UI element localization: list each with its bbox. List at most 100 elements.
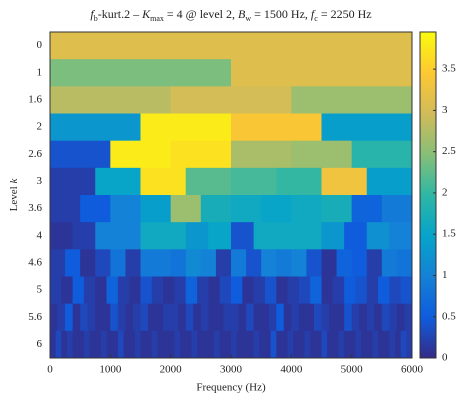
heat-cell (168, 330, 175, 359)
heat-cell (123, 330, 130, 359)
heat-cell (83, 276, 96, 305)
y-tick-label: 2.6 (28, 148, 42, 160)
heat-cell (231, 140, 292, 169)
heat-cell (170, 140, 232, 169)
heat-cell (95, 167, 141, 196)
heat-cell (197, 330, 204, 359)
heat-cell (208, 330, 215, 359)
heat-cell (208, 276, 221, 305)
heat-cell (55, 330, 62, 359)
heat-cell (83, 330, 90, 359)
heat-cell (344, 303, 353, 332)
heat-cell (106, 330, 113, 359)
heat-cell (148, 303, 156, 332)
text-part: K (141, 7, 151, 21)
heat-cell (140, 113, 232, 142)
heat-cell (406, 330, 413, 359)
colorbar-tick-label: 2.5 (442, 145, 456, 157)
x-tick-label: 2000 (160, 364, 183, 376)
heat-cell (100, 330, 107, 359)
heat-cell (231, 276, 243, 305)
heat-cell (231, 303, 239, 332)
heat-cell (178, 303, 187, 332)
heat-cell (170, 249, 187, 277)
heat-cell (404, 303, 413, 332)
heat-cell (80, 303, 89, 332)
heat-cell (50, 303, 58, 332)
x-axis-label: Frequency (Hz) (196, 382, 266, 394)
colorbar (419, 31, 437, 359)
heat-cell (310, 330, 317, 359)
heat-cell (231, 222, 255, 250)
heat-cell (253, 222, 277, 250)
heat-cell (336, 249, 353, 277)
heat-cell (231, 113, 322, 142)
heat-cell (112, 330, 119, 359)
heat-cell (372, 330, 379, 359)
heat-cell (117, 276, 130, 305)
heat-cell (214, 330, 221, 359)
heat-cell (336, 303, 345, 332)
heat-cell (89, 330, 96, 359)
heat-cell (50, 276, 62, 305)
heat-cell (332, 276, 345, 305)
heat-cell (50, 59, 232, 87)
colorbar-tick-label: 1 (442, 269, 448, 281)
heat-cell (238, 303, 247, 332)
heat-cell (50, 249, 66, 277)
heat-cell (351, 249, 368, 277)
heat-cell (219, 276, 232, 305)
heat-cell (366, 330, 373, 359)
heat-cell (155, 303, 164, 332)
text-part: max (150, 14, 164, 23)
heat-cell (236, 330, 243, 359)
heat-cell (110, 195, 141, 223)
colorbar-tick-label: 0 (442, 352, 448, 364)
heat-cell (395, 330, 402, 359)
heat-cell (125, 249, 141, 277)
heat-cell (185, 167, 232, 196)
text-part: f (90, 7, 95, 21)
heat-cell (293, 330, 300, 359)
heat-cell (185, 330, 192, 359)
x-tick-label: 6000 (401, 364, 424, 376)
heat-cell (366, 276, 379, 305)
heat-cell (374, 303, 383, 332)
heat-cell (151, 276, 164, 305)
heat-cell (291, 195, 322, 223)
heat-cell (381, 303, 390, 332)
heat-cell (261, 249, 277, 277)
y-axis-label: Level k (8, 178, 20, 212)
heat-cell (321, 330, 328, 359)
heat-cell (381, 249, 398, 277)
heat-cell (106, 276, 119, 305)
heat-cell (140, 222, 164, 250)
heat-cell (170, 195, 202, 223)
heat-cell (200, 303, 209, 332)
heat-cell (146, 330, 153, 359)
heat-cell (287, 330, 294, 359)
heat-cell (95, 303, 104, 332)
heat-cell (306, 303, 315, 332)
heat-cell (366, 167, 413, 196)
heat-cell (57, 303, 66, 332)
heat-cell (321, 303, 330, 332)
heat-cell (242, 330, 249, 359)
text-part: f (311, 7, 316, 21)
x-tick-label: 4000 (280, 364, 303, 376)
heat-cell (381, 195, 413, 223)
heat-cell (247, 330, 255, 359)
heat-cell (349, 330, 356, 359)
heat-cell (366, 222, 390, 250)
heat-cell (215, 303, 224, 332)
heat-cell (344, 276, 356, 305)
heat-cell (208, 222, 232, 250)
heat-cell (310, 276, 322, 305)
y-tick-label: 5 (37, 284, 43, 296)
heat-cell (140, 276, 153, 305)
heat-cell (215, 249, 232, 277)
heat-cell (246, 303, 255, 332)
heat-cell (87, 303, 96, 332)
text-part: Level (8, 184, 20, 212)
heat-cell (291, 86, 413, 114)
